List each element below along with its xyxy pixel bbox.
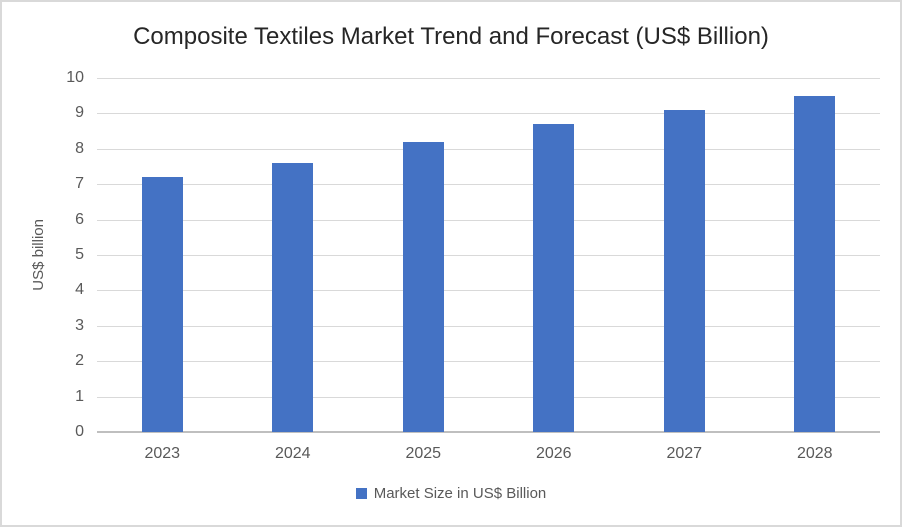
bar-2025: [402, 142, 444, 432]
gridline-1: [97, 396, 880, 398]
y-tick-label-9: 9: [75, 104, 84, 122]
gridline-6: [97, 219, 880, 221]
x-tick-label-2027: 2027: [666, 445, 703, 462]
y-tick-label-10: 10: [66, 69, 84, 86]
y-tick-label-0: 0: [75, 423, 84, 440]
x-tick-label-2023: 2023: [144, 445, 181, 462]
gridline-10: [97, 78, 880, 79]
bar-2027: [663, 110, 705, 432]
x-axis-line: [97, 431, 880, 433]
plot-area: [97, 78, 880, 433]
gridline-7: [97, 184, 880, 186]
bar-2024: [272, 163, 314, 432]
y-tick-label-7: 7: [75, 175, 84, 193]
gridline-9: [97, 113, 880, 115]
y-tick-label-4: 4: [75, 281, 84, 299]
bar-2023: [141, 177, 183, 432]
legend: Market Size in US$ Billion: [2, 485, 900, 502]
legend-label: Market Size in US$ Billion: [373, 485, 547, 502]
x-tick-label-2024: 2024: [274, 445, 311, 462]
gridline-2: [97, 361, 880, 363]
x-tick-label-2026: 2026: [535, 445, 572, 462]
x-tick-label-2028: 2028: [796, 445, 833, 462]
y-tick-label-8: 8: [75, 139, 84, 157]
y-tick-label-5: 5: [75, 246, 84, 263]
gridline-4: [97, 290, 880, 292]
bar-2028: [794, 96, 836, 432]
chart-title: Composite Textiles Market Trend and Fore…: [133, 23, 769, 50]
bar-2026: [533, 124, 575, 432]
gridline-5: [97, 255, 880, 256]
y-tick-label-2: 2: [75, 352, 84, 370]
gridline-8: [97, 148, 880, 150]
gridline-3: [97, 325, 880, 327]
y-tick-label-1: 1: [75, 387, 84, 405]
legend-swatch-icon: [355, 488, 367, 499]
x-tick-label-2025: 2025: [405, 445, 442, 462]
y-tick-label-3: 3: [75, 316, 84, 334]
y-tick-label-6: 6: [75, 210, 84, 228]
